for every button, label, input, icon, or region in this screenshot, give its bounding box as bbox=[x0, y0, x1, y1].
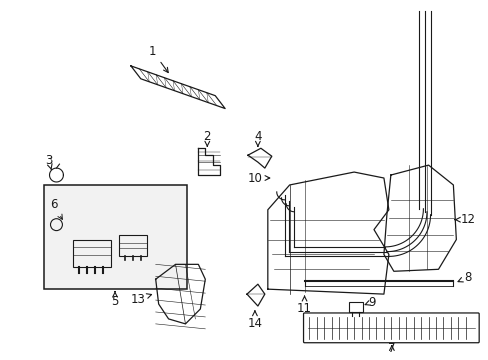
Text: 14: 14 bbox=[247, 311, 262, 330]
Text: 6: 6 bbox=[50, 198, 62, 219]
Text: 2: 2 bbox=[203, 130, 211, 146]
Text: 8: 8 bbox=[457, 271, 471, 284]
Text: 4: 4 bbox=[254, 130, 261, 146]
Text: 13: 13 bbox=[130, 293, 151, 306]
Text: 3: 3 bbox=[45, 154, 52, 170]
Text: 12: 12 bbox=[454, 213, 475, 226]
Text: 11: 11 bbox=[296, 296, 311, 315]
Text: 9: 9 bbox=[365, 296, 375, 309]
Text: 1: 1 bbox=[149, 45, 168, 73]
Bar bbox=[73, 239, 111, 267]
Text: 7: 7 bbox=[387, 342, 395, 355]
Bar bbox=[43, 185, 187, 289]
Text: 5: 5 bbox=[111, 292, 119, 307]
Text: 10: 10 bbox=[247, 171, 269, 185]
Bar bbox=[119, 235, 146, 256]
Bar bbox=[348, 302, 362, 312]
